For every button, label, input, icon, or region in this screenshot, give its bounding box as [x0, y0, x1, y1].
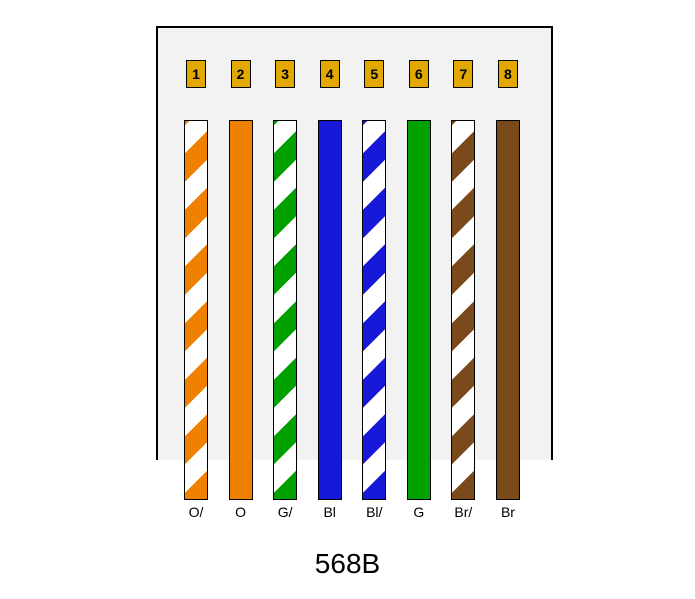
- pin-6: 6: [409, 60, 429, 88]
- pin-1: 1: [186, 60, 206, 88]
- pin-8: 8: [498, 60, 518, 88]
- pin-4: 4: [320, 60, 340, 88]
- wire-2: [229, 120, 253, 500]
- wire-label-3: G/: [273, 504, 297, 524]
- wire-label-1: O/: [184, 504, 208, 524]
- pin-row: 12345678: [186, 60, 518, 88]
- wire-label-8: Br: [496, 504, 520, 524]
- wire-label-6: G: [407, 504, 431, 524]
- pin-7: 7: [453, 60, 473, 88]
- wire-8: [496, 120, 520, 500]
- wire-1: [184, 120, 208, 500]
- pin-3: 3: [275, 60, 295, 88]
- wire-6: [407, 120, 431, 500]
- wire-5: [362, 120, 386, 500]
- wire-7: [451, 120, 475, 500]
- pin-2: 2: [231, 60, 251, 88]
- wire-4: [318, 120, 342, 500]
- wire-3: [273, 120, 297, 500]
- wire-label-2: O: [229, 504, 253, 524]
- wire-area: [184, 120, 520, 500]
- diagram-title: 568B: [0, 548, 695, 580]
- wire-label-7: Br/: [451, 504, 475, 524]
- pin-5: 5: [364, 60, 384, 88]
- wire-label-4: Bl: [318, 504, 342, 524]
- wire-label-row: O/O G/Bl Bl/G Br/Br: [184, 504, 520, 524]
- wire-label-5: Bl/: [362, 504, 386, 524]
